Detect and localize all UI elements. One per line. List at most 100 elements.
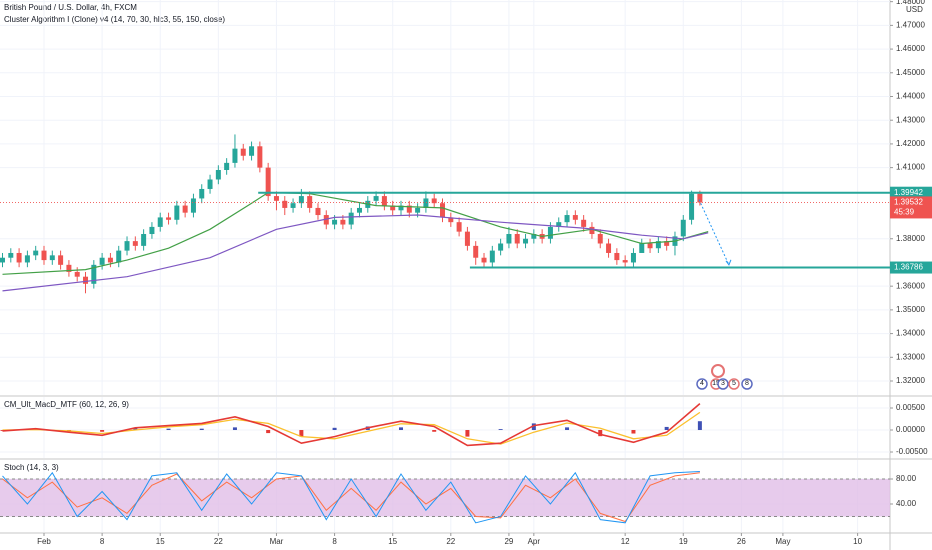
y-tick-label: 1.46000 (896, 44, 925, 53)
candle-body (531, 234, 537, 239)
candle-body (356, 207, 362, 213)
candle-body (190, 198, 196, 213)
price-tag-label: 1.39532 (894, 198, 923, 207)
candle-body (564, 215, 570, 223)
histogram-bar (432, 430, 437, 432)
candle-body (307, 196, 313, 208)
candle-body (315, 207, 321, 216)
candle-body (207, 179, 213, 189)
x-tick-label: 15 (156, 537, 165, 546)
x-tick-label: 19 (679, 537, 688, 546)
candle-body (224, 162, 230, 170)
y-tick-label: 1.32000 (896, 376, 925, 385)
candle-body (622, 260, 628, 263)
candle-body (680, 219, 686, 237)
candle-body (157, 217, 163, 227)
candle-body (83, 276, 89, 284)
y-tick-label: 80.00 (896, 474, 917, 483)
histogram-bar (598, 430, 603, 437)
histogram-bar (166, 428, 171, 431)
candle-body (323, 215, 329, 225)
histogram-bar (465, 430, 470, 437)
x-tick-label: Apr (528, 537, 541, 546)
candle-body (0, 257, 5, 263)
candle-body (664, 241, 670, 246)
x-tick-label: 15 (388, 537, 397, 546)
y-tick-label: 1.33000 (896, 352, 925, 361)
candle-body (74, 271, 80, 277)
arrow-head (725, 259, 732, 266)
candle-body (298, 196, 304, 204)
y-tick-label: 1.47000 (896, 20, 925, 29)
candle-body (132, 241, 138, 246)
candle-body (290, 203, 296, 208)
y-tick-label: 1.35000 (896, 305, 925, 314)
candle-body (431, 198, 437, 204)
x-tick-label: 8 (332, 537, 337, 546)
candle-body (116, 250, 122, 263)
candle-body (141, 234, 147, 246)
candle-body (265, 167, 271, 197)
cluster-label: 15 (712, 380, 720, 387)
histogram-bar (199, 428, 204, 431)
candle-body (340, 219, 346, 225)
price-tag (890, 186, 932, 199)
cluster-label: 4 (700, 380, 704, 387)
candle-body (639, 243, 645, 253)
x-tick-label: May (775, 537, 790, 546)
candle-body (481, 257, 487, 263)
candle-body (282, 200, 288, 208)
candle-body (523, 238, 529, 244)
candle-body (547, 226, 553, 239)
candle-body (373, 196, 379, 201)
price-tag-label: 1.36786 (894, 263, 923, 272)
candle-body (572, 215, 578, 220)
candle-body (464, 231, 470, 246)
candle-body (58, 255, 64, 265)
candle-body (49, 255, 55, 261)
histogram-bar (266, 430, 271, 434)
candle-body (8, 252, 14, 258)
y-tick-label: 1.41000 (896, 163, 925, 172)
histogram-bar (565, 427, 570, 431)
symbol-title: British Pound / U.S. Dollar, 4h, FXCM (4, 3, 137, 12)
histogram-bar (664, 426, 669, 431)
candle-body (456, 222, 462, 232)
candle-body (348, 212, 354, 225)
y-tick-label: 40.00 (896, 499, 917, 508)
candle-body (514, 234, 520, 244)
moving-average (2, 214, 709, 292)
x-tick-label: 12 (621, 537, 630, 546)
candle-body (689, 193, 695, 220)
candle-body (390, 205, 396, 211)
candle-body (174, 205, 180, 220)
candle-body (240, 148, 246, 156)
cluster-icon (728, 378, 740, 390)
candle-body (589, 226, 595, 235)
y-tick-label: 1.45000 (896, 68, 925, 77)
candle-body (199, 188, 205, 199)
candle-body (473, 245, 479, 258)
cluster-icon (717, 378, 729, 390)
candle-body (398, 205, 404, 211)
histogram-bar (299, 430, 304, 437)
cluster-icon (696, 378, 708, 390)
candle-body (415, 207, 421, 213)
y-tick-label: 0.00500 (896, 403, 925, 412)
candle-body (448, 217, 454, 223)
candle-body (124, 241, 130, 251)
cluster-label: 8 (745, 380, 749, 387)
candle-body (332, 219, 338, 225)
y-tick-label: 1.43000 (896, 115, 925, 124)
candle-body (381, 196, 387, 206)
histogram-bar (398, 427, 403, 431)
x-tick-label: 22 (214, 537, 223, 546)
candle-body (498, 243, 504, 251)
price-tag (890, 261, 932, 274)
candle-body (506, 234, 512, 244)
histogram-bar (133, 427, 138, 431)
candle-body (33, 250, 39, 256)
candle-body (489, 250, 495, 263)
y-tick-label: 1.42000 (896, 139, 925, 148)
